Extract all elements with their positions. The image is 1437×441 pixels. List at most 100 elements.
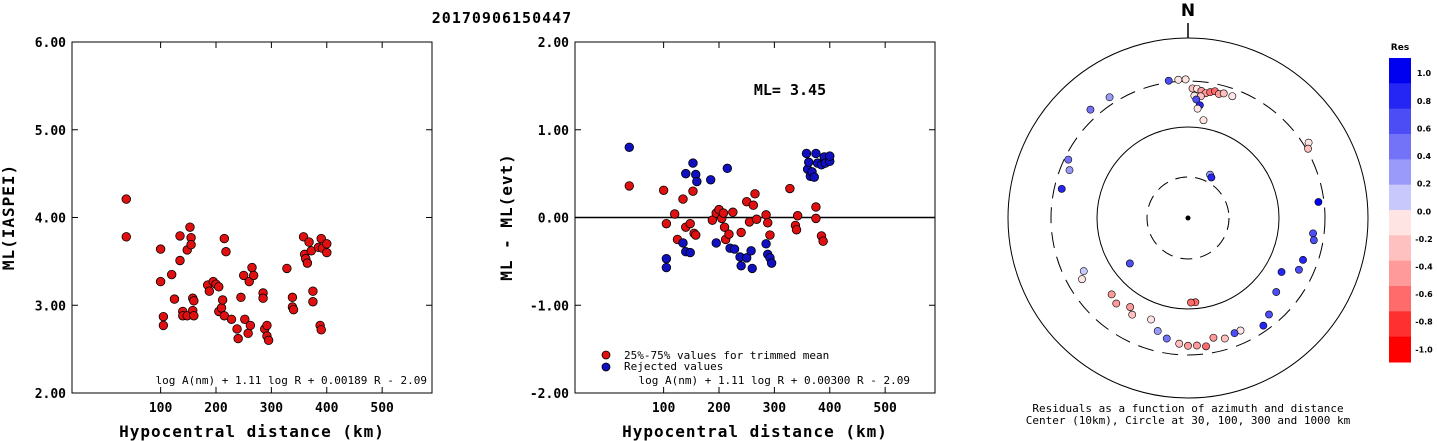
y-tick-label: 5.00 <box>35 124 66 139</box>
station-point <box>1192 95 1201 104</box>
data-point <box>761 239 771 249</box>
caption-line-2: Center (10km), Circle at 30, 100, 300 an… <box>1026 414 1351 427</box>
colorbar-tick-label: 0.4 <box>1417 152 1432 161</box>
colorbar-title: Res <box>1391 43 1409 53</box>
colorbar-block <box>1389 210 1411 236</box>
data-point <box>804 157 814 167</box>
data-point <box>763 218 773 228</box>
data-point <box>316 325 326 335</box>
colorbar-block <box>1389 58 1411 84</box>
data-point <box>661 218 672 229</box>
data-point <box>801 148 812 159</box>
ml-value-label: ML= 3.45 <box>754 81 826 99</box>
station-point <box>1202 342 1210 351</box>
data-points <box>121 194 332 346</box>
data-point <box>750 189 760 199</box>
data-points <box>624 142 835 274</box>
station-point <box>1164 76 1173 85</box>
x-tick-label: 400 <box>315 401 339 416</box>
station-point <box>1078 275 1086 284</box>
data-point <box>811 213 821 224</box>
y-tick-label: 6.00 <box>35 36 66 51</box>
x-tick-label: 300 <box>763 401 787 416</box>
colorbar-ticks: 1.0 0.8 0.6 0.4 0.2 0.0 -0.2 -0.4 -0.6 -0.8 -1.0 <box>1415 69 1433 354</box>
colorbar-tick-label: 1.0 <box>1417 69 1432 78</box>
station-point <box>1181 75 1190 84</box>
data-point <box>308 286 318 296</box>
station-point <box>1126 303 1135 311</box>
station-point <box>1304 144 1312 153</box>
y-axis-ticks: 2.00 3.00 4.00 5.00 6.00 <box>35 36 432 402</box>
station-point <box>1057 184 1066 193</box>
ring-300km <box>1050 80 1326 356</box>
colorbar-tick-label: 0.8 <box>1417 97 1432 106</box>
data-point <box>761 210 771 220</box>
station-point <box>1193 104 1202 113</box>
data-point <box>155 276 166 287</box>
y-axis-ticks: -2.00 -1.00 0.00 1.00 2.00 <box>530 36 935 402</box>
x-tick-label: 200 <box>204 401 228 416</box>
colorbar-block <box>1389 108 1411 135</box>
data-point <box>308 297 318 307</box>
colorbar-tick-label: -0.8 <box>1415 318 1433 327</box>
data-point <box>233 333 243 344</box>
data-point <box>724 229 734 239</box>
ring-1000km <box>1007 37 1369 399</box>
station-point <box>1107 290 1116 299</box>
data-point <box>175 231 185 241</box>
data-point <box>741 253 752 263</box>
station-point <box>1309 229 1317 238</box>
data-point <box>185 222 195 232</box>
colorbar-block <box>1389 159 1411 186</box>
data-point <box>792 211 803 221</box>
station-point <box>1125 259 1134 268</box>
colorbar-tick-label: -0.4 <box>1415 262 1433 271</box>
data-point <box>322 247 332 258</box>
colorbar-block <box>1389 336 1411 363</box>
ring-100km <box>1096 126 1280 310</box>
colorbar-tick-label: -0.6 <box>1415 290 1433 299</box>
x-axis-label: Hypocentral distance (km) <box>119 422 385 441</box>
data-point <box>302 258 313 268</box>
data-point <box>322 239 332 249</box>
station-point <box>1209 333 1218 342</box>
figure-title: 20170906150447 <box>432 9 572 27</box>
colorbar-tick-label: 0.2 <box>1417 180 1431 189</box>
data-point <box>258 293 268 303</box>
data-point <box>166 269 177 280</box>
formula-label: log A(nm) + 1.11 log R + 0.00189 R - 2.0… <box>155 374 427 387</box>
station-point <box>1265 310 1273 319</box>
colorbar-block <box>1389 83 1411 110</box>
colorbar-tick-label: -1.0 <box>1415 345 1433 354</box>
data-point <box>204 286 215 296</box>
station-point <box>1309 236 1318 245</box>
data-point <box>232 324 242 334</box>
data-point <box>226 314 237 324</box>
station-point <box>1112 299 1121 308</box>
station-point <box>1079 267 1088 276</box>
x-tick-label: 500 <box>370 401 394 416</box>
data-point <box>688 158 698 168</box>
station-point <box>1259 321 1268 330</box>
data-point <box>748 200 759 210</box>
colorbar-blocks <box>1389 58 1411 363</box>
data-point <box>691 230 701 240</box>
data-point <box>221 247 231 257</box>
data-point <box>711 238 721 248</box>
station-point <box>1230 329 1239 338</box>
data-point <box>175 255 185 266</box>
colorbar-block <box>1389 184 1411 211</box>
y-tick-label: -2.00 <box>530 387 569 402</box>
x-axis-label: Hypocentral distance (km) <box>622 422 888 441</box>
data-point <box>158 311 169 322</box>
data-point <box>247 262 257 273</box>
x-tick-label: 300 <box>260 401 284 416</box>
data-point <box>304 237 314 247</box>
station-point <box>1174 75 1183 84</box>
colorbar-tick-label: 0.6 <box>1417 124 1432 133</box>
data-point <box>661 262 672 273</box>
legend-marker-trimmed <box>601 350 611 360</box>
panel-ml-iaspei: 2.00 3.00 4.00 5.00 6.00 100 200 300 400 500 ML(… <box>0 36 433 441</box>
data-point <box>248 270 259 281</box>
